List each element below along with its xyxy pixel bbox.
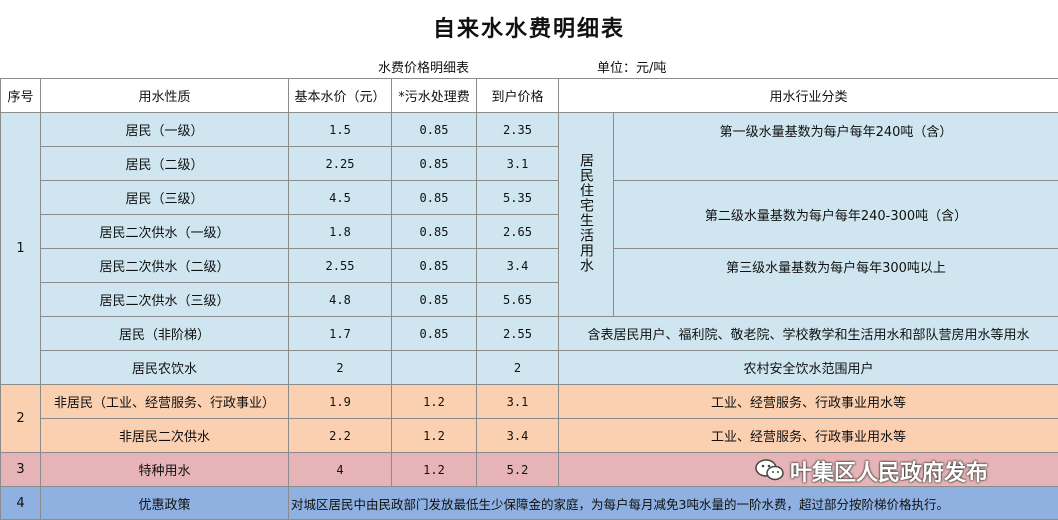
table-row: 4 优惠政策 对城区居民中由民政部门发放最低生少保障金的家庭，为每户每月减免3吨… (1, 487, 1058, 520)
page-title: 自来水水费明细表 (0, 0, 1058, 55)
final-price: 3.1 (477, 147, 559, 181)
group-number: 1 (1, 113, 41, 385)
final-price: 5.35 (477, 181, 559, 215)
tier1-desc: 第一级水量基数为每户每年240吨（含） (614, 113, 1058, 181)
base-price: 1.5 (289, 113, 392, 147)
col-header-sewage: *污水处理费 (392, 79, 477, 113)
water-type: 居民二次供水（一级） (41, 215, 289, 249)
sewage-fee: 1.2 (392, 419, 477, 453)
sewage-fee: 0.85 (392, 249, 477, 283)
final-price: 3.4 (477, 249, 559, 283)
col-header-base: 基本水价（元） (289, 79, 392, 113)
table-row: 非居民二次供水 2.2 1.2 3.4 工业、经营服务、行政事业用水等 (1, 419, 1058, 453)
base-price: 2.25 (289, 147, 392, 181)
table-row: 居民农饮水 2 2 农村安全饮水范围用户 (1, 351, 1058, 385)
base-price: 2.2 (289, 419, 392, 453)
category-desc: 工业、经营服务、行政事业用水等 (559, 385, 1058, 419)
nontier-desc: 含表居民用户、福利院、敬老院、学校教学和生活用水和部队营房用水等用水 (559, 317, 1058, 351)
water-type: 非居民二次供水 (41, 419, 289, 453)
final-price: 2.65 (477, 215, 559, 249)
water-type: 居民（一级） (41, 113, 289, 147)
tier3-desc: 第三级水量基数为每户每年300吨以上 (614, 249, 1058, 317)
final-price: 2.35 (477, 113, 559, 147)
sewage-fee: 0.85 (392, 181, 477, 215)
base-price: 4.5 (289, 181, 392, 215)
col-header-no: 序号 (1, 79, 41, 113)
final-price: 5.2 (477, 453, 559, 487)
final-price: 5.65 (477, 283, 559, 317)
water-type: 非居民（工业、经营服务、行政事业） (41, 385, 289, 419)
col-header-price: 到户价格 (477, 79, 559, 113)
water-type: 优惠政策 (41, 487, 289, 520)
table-row: 1 居民（一级） 1.5 0.85 2.35 居民住宅生活用水 第一级水量基数为… (1, 113, 1058, 147)
sewage-fee: 0.85 (392, 283, 477, 317)
base-price: 2 (289, 351, 392, 385)
water-type: 居民农饮水 (41, 351, 289, 385)
water-type: 居民（二级） (41, 147, 289, 181)
sewage-fee: 1.2 (392, 385, 477, 419)
water-type: 居民（三级） (41, 181, 289, 215)
water-type: 特种用水 (41, 453, 289, 487)
col-header-type: 用水性质 (41, 79, 289, 113)
table-row: 居民（非阶梯） 1.7 0.85 2.55 含表居民用户、福利院、敬老院、学校教… (1, 317, 1058, 351)
rural-desc: 农村安全饮水范围用户 (559, 351, 1058, 385)
group-number: 3 (1, 453, 41, 487)
table-row: 居民二次供水（二级） 2.55 0.85 3.4 第三级水量基数为每户每年300… (1, 249, 1058, 283)
sub-header: 水费价格明细表 单位：元/吨 (0, 54, 1058, 79)
base-price: 2.55 (289, 249, 392, 283)
col-header-category: 用水行业分类 (559, 79, 1058, 113)
base-price: 1.9 (289, 385, 392, 419)
tier2-desc: 第二级水量基数为每户每年240-300吨（含） (614, 181, 1058, 249)
sewage-fee: 0.85 (392, 147, 477, 181)
table-row: 2 非居民（工业、经营服务、行政事业） 1.9 1.2 3.1 工业、经营服务、… (1, 385, 1058, 419)
table-row: 居民（三级） 4.5 0.85 5.35 第二级水量基数为每户每年240-300… (1, 181, 1058, 215)
wechat-icon (755, 458, 785, 482)
base-price: 4.8 (289, 283, 392, 317)
group-number: 4 (1, 487, 41, 520)
unit-label: 单位：元/吨 (597, 57, 666, 76)
watermark-text: 叶集区人民政府发布 (790, 455, 988, 487)
sewage-fee: 0.85 (392, 317, 477, 351)
sewage-fee (392, 351, 477, 385)
group-number: 2 (1, 385, 41, 453)
final-price: 3.1 (477, 385, 559, 419)
residential-label: 居民住宅生活用水 (577, 153, 595, 273)
price-table: 序号 用水性质 基本水价（元） *污水处理费 到户价格 用水行业分类 1 居民（… (0, 78, 1058, 520)
sewage-fee: 1.2 (392, 453, 477, 487)
header-row: 序号 用水性质 基本水价（元） *污水处理费 到户价格 用水行业分类 (1, 79, 1058, 113)
table-caption: 水费价格明细表 (378, 57, 469, 76)
final-price: 2 (477, 351, 559, 385)
base-price: 1.7 (289, 317, 392, 351)
category-desc: 工业、经营服务、行政事业用水等 (559, 419, 1058, 453)
water-type: 居民二次供水（二级） (41, 249, 289, 283)
final-price: 2.55 (477, 317, 559, 351)
water-type: 居民二次供水（三级） (41, 283, 289, 317)
base-price: 1.8 (289, 215, 392, 249)
sewage-fee: 0.85 (392, 113, 477, 147)
base-price: 4 (289, 453, 392, 487)
water-type: 居民（非阶梯） (41, 317, 289, 351)
policy-desc: 对城区居民中由民政部门发放最低生少保障金的家庭，为每户每月减免3吨水量的一阶水费… (289, 487, 1058, 520)
sewage-fee: 0.85 (392, 215, 477, 249)
final-price: 3.4 (477, 419, 559, 453)
residential-label-cell: 居民住宅生活用水 (559, 113, 614, 317)
